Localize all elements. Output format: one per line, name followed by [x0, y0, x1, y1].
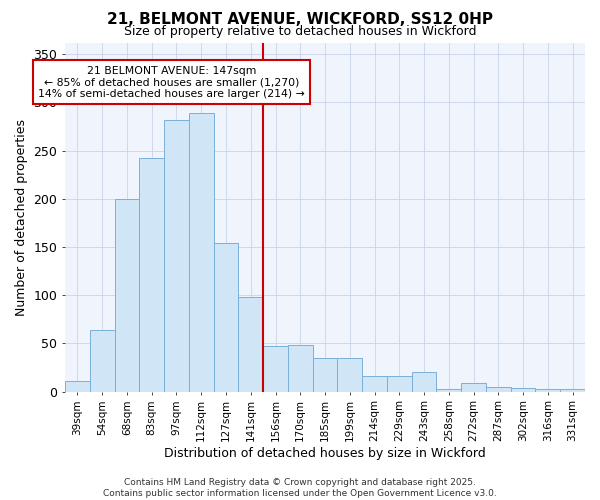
Bar	[486, 387, 511, 392]
Text: 21 BELMONT AVENUE: 147sqm
← 85% of detached houses are smaller (1,270)
14% of se: 21 BELMONT AVENUE: 147sqm ← 85% of detac…	[38, 66, 305, 99]
Bar	[115, 199, 139, 392]
Bar	[313, 358, 337, 392]
Bar	[560, 389, 585, 392]
Bar	[214, 243, 238, 392]
Bar	[288, 346, 313, 392]
Bar	[535, 389, 560, 392]
Bar	[263, 346, 288, 392]
Bar	[436, 389, 461, 392]
Bar	[189, 113, 214, 392]
Bar	[139, 158, 164, 392]
Bar	[412, 372, 436, 392]
Bar	[461, 383, 486, 392]
Text: 21, BELMONT AVENUE, WICKFORD, SS12 0HP: 21, BELMONT AVENUE, WICKFORD, SS12 0HP	[107, 12, 493, 28]
Bar	[164, 120, 189, 392]
Bar	[387, 376, 412, 392]
Text: Contains HM Land Registry data © Crown copyright and database right 2025.
Contai: Contains HM Land Registry data © Crown c…	[103, 478, 497, 498]
Bar	[238, 297, 263, 392]
X-axis label: Distribution of detached houses by size in Wickford: Distribution of detached houses by size …	[164, 447, 486, 460]
Bar	[511, 388, 535, 392]
Text: Size of property relative to detached houses in Wickford: Size of property relative to detached ho…	[124, 25, 476, 38]
Bar	[337, 358, 362, 392]
Bar	[90, 330, 115, 392]
Bar	[362, 376, 387, 392]
Y-axis label: Number of detached properties: Number of detached properties	[15, 118, 28, 316]
Bar	[65, 381, 90, 392]
